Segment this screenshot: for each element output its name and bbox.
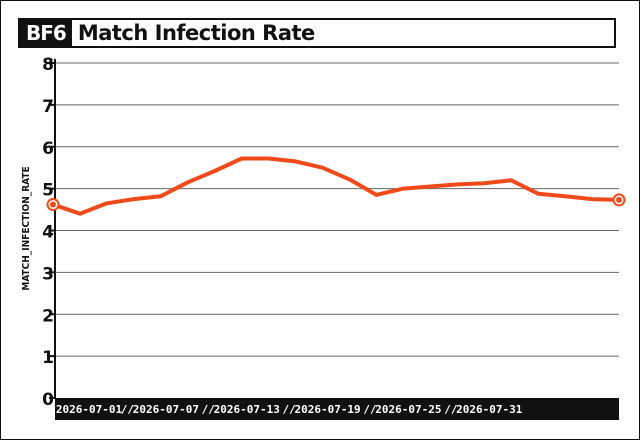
x-tick-separator: // bbox=[363, 403, 377, 416]
y-tick-label: 0 bbox=[42, 390, 54, 410]
x-tick-label: 2026-07-13 bbox=[214, 403, 280, 416]
x-tick-label: 2026-07-25 bbox=[375, 403, 441, 416]
x-tick-label: 2026-07-07 bbox=[133, 403, 199, 416]
x-tick-label: 2026-07-01 bbox=[56, 403, 123, 416]
y-tick-label: 1 bbox=[42, 348, 54, 368]
y-axis-label: MATCH_INFECTION_RATE bbox=[21, 166, 32, 290]
logo: BF6 bbox=[20, 20, 72, 46]
x-tick-separator: // bbox=[283, 403, 297, 416]
y-tick-label: 6 bbox=[42, 139, 54, 159]
y-tick-label: 5 bbox=[42, 181, 54, 201]
y-tick-label: 7 bbox=[42, 97, 54, 117]
y-tick-label: 4 bbox=[42, 223, 54, 243]
x-tick-separator: // bbox=[444, 403, 458, 416]
point-marker-center bbox=[616, 196, 622, 203]
y-tick-label: 3 bbox=[42, 264, 54, 284]
series-line bbox=[51, 156, 621, 216]
x-tick-label: 2026-07-19 bbox=[294, 403, 360, 416]
title-bar: BF6 Match Infection Rate bbox=[18, 18, 616, 48]
page-title: Match Infection Rate bbox=[77, 21, 315, 45]
x-tick-separator: // bbox=[121, 403, 135, 416]
y-tick-label: 2 bbox=[42, 306, 54, 326]
x-tick-separator: // bbox=[202, 403, 216, 416]
point-marker-center bbox=[50, 201, 56, 208]
x-axis-band bbox=[55, 398, 619, 420]
y-tick-label: 8 bbox=[42, 55, 54, 75]
x-tick-label: 2026-07-31 bbox=[456, 403, 523, 416]
